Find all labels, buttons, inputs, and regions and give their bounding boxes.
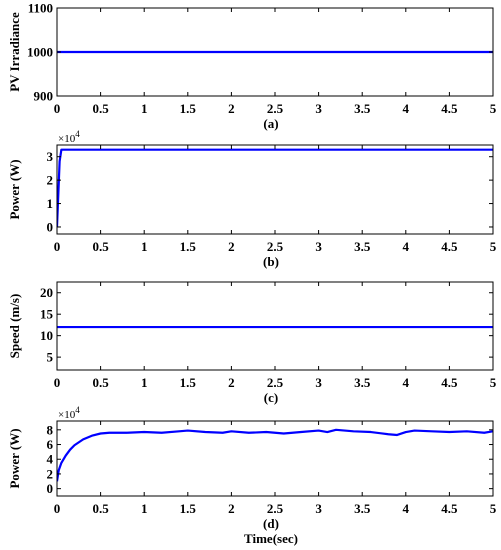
irradiance-y-axis-label: PV Irradiance [7,12,22,92]
chart-pv-power: 0 0.5 1 1.5 2 2.5 3 3.5 4 4.5 5 0 1 2 3 Power (W) ×104 (b… [7,129,497,269]
wind-power-y-multiplier: ×104 [58,405,80,421]
irradiance-x-tick-label: 0 [54,101,61,116]
speed-x-tick-label: 2 [228,375,235,390]
pv-power-x-tick-label: 1.5 [180,239,197,254]
speed-x-tick-label: 0.5 [92,375,109,390]
wind-power-x-tick-label: 3 [315,501,322,516]
speed-x-tick-label: 1 [141,375,148,390]
wind-power-x-tick-label: 4.5 [441,501,458,516]
pv-power-x-tick-label: 2 [228,239,235,254]
wind-power-caption: (d) [263,516,279,531]
speed-y-tick-label: 10 [40,328,53,343]
wind-power-x-tick-label: 2 [228,501,235,516]
speed-y-axis-label: Speed (m/s) [7,294,22,359]
speed-y-tick-label: 15 [40,307,54,322]
wind-power-x-tick-label: 5 [490,501,497,516]
pv-power-x-tick-label: 0.5 [92,239,109,254]
irradiance-x-tick-label: 2.5 [267,101,284,116]
chart-irradiance: 0 0.5 1 1.5 2 2.5 3 3.5 4 4.5 5 900 1000 1100 PV Irrad… [7,1,497,132]
pv-power-y-tick-label: 0 [47,219,54,234]
pv-power-x-tick-label: 5 [490,239,497,254]
wind-power-y-axis-label: Power (W) [7,428,22,488]
wind-power-x-tick-label: 4 [403,501,410,516]
pv-power-y-tick-label: 1 [47,196,54,211]
wind-power-y-tick-label: 8 [47,422,54,437]
pv-power-y-multiplier: ×104 [58,129,80,145]
speed-caption: (c) [264,390,278,405]
wind-power-x-tick-label: 1.5 [180,501,197,516]
pv-power-x-tick-label: 3 [315,239,322,254]
wind-power-x-tick-label: 3.5 [354,501,371,516]
chart-speed: 0 0.5 1 1.5 2 2.5 3 3.5 4 4.5 5 5 10 15 20 Speed (m/s) (… [7,281,497,405]
wind-power-y-tick-label: 0 [47,481,54,496]
wind-power-y-tick-label: 6 [47,437,54,452]
wind-power-x-tick-label: 0.5 [92,501,109,516]
speed-x-tick-label: 1.5 [180,375,197,390]
speed-x-tick-label: 4 [403,375,410,390]
irradiance-y-tick-label: 1000 [27,45,53,60]
irradiance-x-tick-label: 1.5 [180,101,197,116]
wind-power-y-tick-label: 2 [47,466,54,481]
pv-power-x-tick-label: 1 [141,239,148,254]
pv-power-y-multiplier-exponent: 4 [75,129,80,139]
speed-x-tick-label: 4.5 [441,375,458,390]
irradiance-x-tick-label: 3.5 [354,101,371,116]
speed-x-tick-label: 5 [490,375,497,390]
speed-x-tick-label: 3 [315,375,322,390]
wind-power-x-tick-label: 1 [141,501,148,516]
speed-y-tick-label: 20 [40,285,53,300]
wind-power-series-line [57,428,493,482]
wind-power-x-axis-label: Time(sec) [244,531,298,546]
irradiance-x-tick-label: 2 [228,101,235,116]
irradiance-x-tick-label: 0.5 [92,101,109,116]
pv-power-x-tick-label: 3.5 [354,239,371,254]
pv-power-series-line [57,148,493,228]
irradiance-x-tick-label: 1 [141,101,148,116]
irradiance-caption: (a) [263,116,278,131]
wind-power-x-tick-label: 0 [54,501,61,516]
irradiance-x-tick-label: 3 [315,101,322,116]
speed-x-tick-label: 3.5 [354,375,371,390]
irradiance-y-tick-label: 1100 [28,1,53,16]
wind-power-y-tick-label: 4 [47,452,54,467]
pv-power-x-tick-label: 4.5 [441,239,458,254]
wind-power-x-tick-label: 2.5 [267,501,284,516]
pv-power-y-tick-label: 2 [47,173,54,188]
speed-y-tick-label: 5 [47,350,54,365]
wind-power-y-multiplier-exponent: 4 [75,405,80,415]
pv-power-plot-frame [56,144,494,235]
irradiance-x-tick-label: 5 [490,101,497,116]
speed-x-tick-label: 2.5 [267,375,284,390]
pv-power-x-tick-label: 2.5 [267,239,284,254]
pv-power-y-tick-label: 3 [47,149,54,164]
irradiance-x-tick-label: 4.5 [441,101,458,116]
pv-power-x-tick-label: 4 [403,239,410,254]
irradiance-y-tick-label: 900 [34,89,54,104]
pv-power-x-tick-label: 0 [54,239,61,254]
pv-power-y-axis-label: Power (W) [7,159,22,219]
irradiance-x-tick-label: 4 [403,101,410,116]
pv-power-caption: (b) [263,254,279,269]
speed-x-tick-label: 0 [54,375,61,390]
